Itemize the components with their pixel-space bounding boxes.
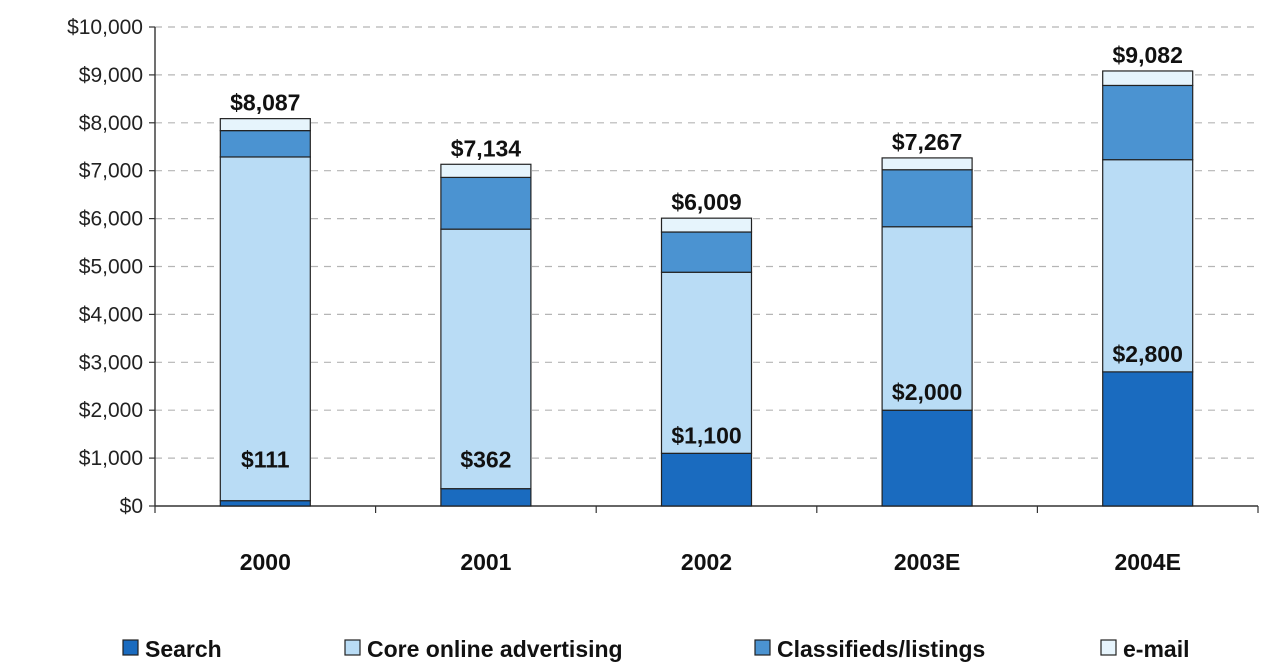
y-tick-label: $2,000 — [79, 399, 143, 422]
y-axis-tick-labels: $0 $1,000 $2,000 $3,000 $4,000 $5,000 $6,000 $7… — [67, 16, 143, 518]
bar-segment-core-online-advertising — [1102, 159, 1194, 373]
bar-segment-e-mail — [1102, 70, 1194, 87]
search-value-label: $2,800 — [1113, 341, 1183, 367]
bar-segment-core-online-advertising — [881, 226, 973, 411]
data-labels: $8,087 $111 $7,134 $362 $6,009 $1,100 $7,267 $2… — [230, 42, 1183, 473]
bar-segment-search — [1102, 371, 1194, 507]
x-axis-tick-labels: 2000 2001 2002 2003E 2004E — [240, 549, 1181, 575]
y-tick-label: $0 — [120, 495, 143, 518]
bar-segment-e-mail — [440, 163, 532, 179]
total-value-label: $7,267 — [892, 129, 962, 155]
total-value-label: $8,087 — [230, 90, 300, 116]
total-value-label: $9,082 — [1113, 42, 1183, 68]
bar-segment-search — [219, 500, 311, 507]
legend-swatch — [344, 639, 361, 656]
bar-segment-search — [440, 488, 532, 507]
search-value-label: $111 — [241, 447, 290, 473]
search-value-label: $1,100 — [671, 422, 741, 448]
legend-label: e-mail — [1123, 636, 1189, 662]
y-tick-label: $4,000 — [79, 303, 143, 326]
bar-segment-e-mail — [660, 217, 753, 233]
legend-swatch — [754, 639, 771, 656]
legend-swatch — [1100, 639, 1117, 656]
legend-label: Classifieds/listings — [777, 636, 985, 662]
search-value-label: $2,000 — [892, 379, 962, 405]
bar-segment-core-online-advertising — [219, 156, 311, 502]
total-value-label: $6,009 — [671, 189, 741, 215]
bar-segment-search — [881, 409, 973, 507]
bar-segment-e-mail — [881, 157, 973, 171]
search-value-label: $362 — [460, 447, 511, 473]
y-tick-label: $3,000 — [79, 351, 143, 374]
legend-label: Search — [145, 636, 222, 662]
bar-segment-classifieds-listings — [1102, 84, 1194, 161]
bar-segment-search — [660, 452, 753, 507]
x-category-label: 2004E — [1114, 549, 1181, 575]
x-category-label: 2001 — [460, 549, 511, 575]
bar-segment-core-online-advertising — [660, 271, 753, 454]
legend: Search Core online advertising Classifieds… — [122, 636, 1189, 662]
bar-segment-classifieds-listings — [440, 176, 532, 230]
y-tick-label: $10,000 — [67, 16, 143, 39]
bar-segment-e-mail — [219, 118, 311, 132]
bar-segment-classifieds-listings — [881, 169, 973, 228]
y-tick-label: $6,000 — [79, 208, 143, 231]
y-tick-label: $8,000 — [79, 112, 143, 135]
y-tick-label: $1,000 — [79, 447, 143, 470]
x-category-label: 2003E — [894, 549, 961, 575]
bar-segment-classifieds-listings — [660, 231, 753, 273]
x-category-label: 2002 — [681, 549, 732, 575]
legend-label: Core online advertising — [367, 636, 623, 662]
y-tick-label: $9,000 — [79, 64, 143, 87]
bars — [219, 70, 1194, 507]
x-category-label: 2000 — [240, 549, 291, 575]
bar-segment-classifieds-listings — [219, 130, 311, 158]
y-tick-label: $7,000 — [79, 160, 143, 183]
total-value-label: $7,134 — [451, 135, 522, 161]
y-tick-label: $5,000 — [79, 256, 143, 279]
bar-segment-core-online-advertising — [440, 228, 532, 490]
legend-swatch — [122, 639, 139, 656]
